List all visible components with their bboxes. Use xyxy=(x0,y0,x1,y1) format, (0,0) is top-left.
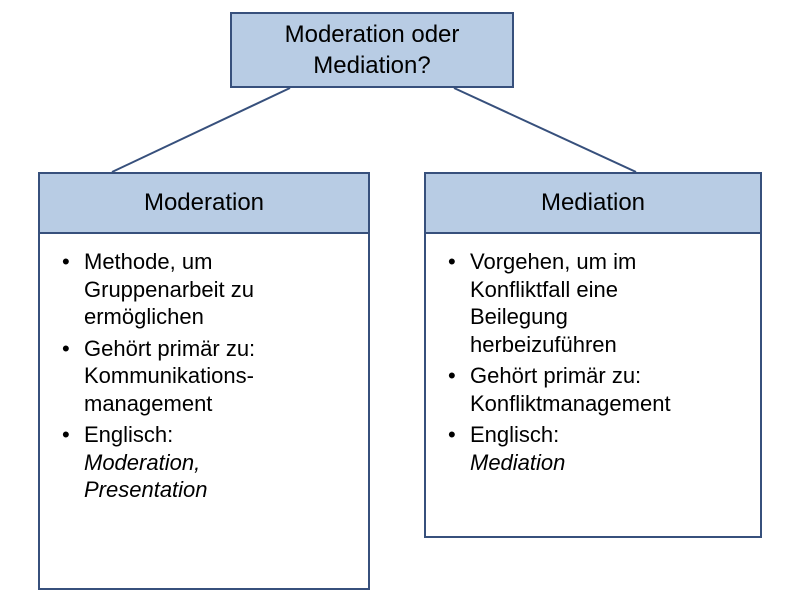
left-bullet-line: Englisch: xyxy=(84,421,350,449)
left-bullet-line: Kommunikations- xyxy=(84,362,350,390)
left-bullet-line: Gruppenarbeit zu xyxy=(84,276,350,304)
left-header: Moderation xyxy=(38,172,370,232)
right-bullet-line: herbeizuführen xyxy=(470,331,742,359)
left-bullet-line: management xyxy=(84,390,350,418)
root-title: Moderation oder Mediation? xyxy=(285,19,460,81)
right-bullet-line: Vorgehen, um im xyxy=(470,248,742,276)
right-bullet-line: Gehört primär zu: xyxy=(470,362,742,390)
right-bullet: Gehört primär zu:Konfliktmanagement xyxy=(444,362,742,417)
root-title-line2: Mediation? xyxy=(313,52,430,79)
left-node: Moderation Methode, umGruppenarbeit zuer… xyxy=(38,172,370,590)
right-body: Vorgehen, um imKonfliktfall eineBeilegun… xyxy=(424,232,762,538)
left-body: Methode, umGruppenarbeit zuermöglichenGe… xyxy=(38,232,370,590)
left-bullet-line: Presentation xyxy=(84,476,350,504)
right-bullet-list: Vorgehen, um imKonfliktfall eineBeilegun… xyxy=(444,248,742,476)
left-bullet-line: ermöglichen xyxy=(84,303,350,331)
right-header: Mediation xyxy=(424,172,762,232)
left-header-text: Moderation xyxy=(144,189,264,217)
left-bullet: Englisch:Moderation,Presentation xyxy=(58,421,350,504)
left-bullet-line: Methode, um xyxy=(84,248,350,276)
right-bullet-line: Konfliktfall eine xyxy=(470,276,742,304)
left-bullet: Gehört primär zu:Kommunikations-manageme… xyxy=(58,335,350,418)
left-bullet-line: Gehört primär zu: xyxy=(84,335,350,363)
right-bullet: Vorgehen, um imKonfliktfall eineBeilegun… xyxy=(444,248,742,358)
right-node: Mediation Vorgehen, um imKonfliktfall ei… xyxy=(424,172,762,538)
root-title-line1: Moderation oder xyxy=(285,21,460,48)
left-bullet-list: Methode, umGruppenarbeit zuermöglichenGe… xyxy=(58,248,350,504)
right-bullet-line: Englisch: xyxy=(470,421,742,449)
left-bullet: Methode, umGruppenarbeit zuermöglichen xyxy=(58,248,350,331)
right-bullet-line: Mediation xyxy=(470,449,742,477)
right-bullet: Englisch:Mediation xyxy=(444,421,742,476)
root-node: Moderation oder Mediation? xyxy=(230,12,514,88)
right-header-text: Mediation xyxy=(541,189,645,217)
right-bullet-line: Konfliktmanagement xyxy=(470,390,742,418)
connector-left xyxy=(112,88,290,172)
right-bullet-line: Beilegung xyxy=(470,303,742,331)
connector-right xyxy=(454,88,636,172)
left-bullet-line: Moderation, xyxy=(84,449,350,477)
